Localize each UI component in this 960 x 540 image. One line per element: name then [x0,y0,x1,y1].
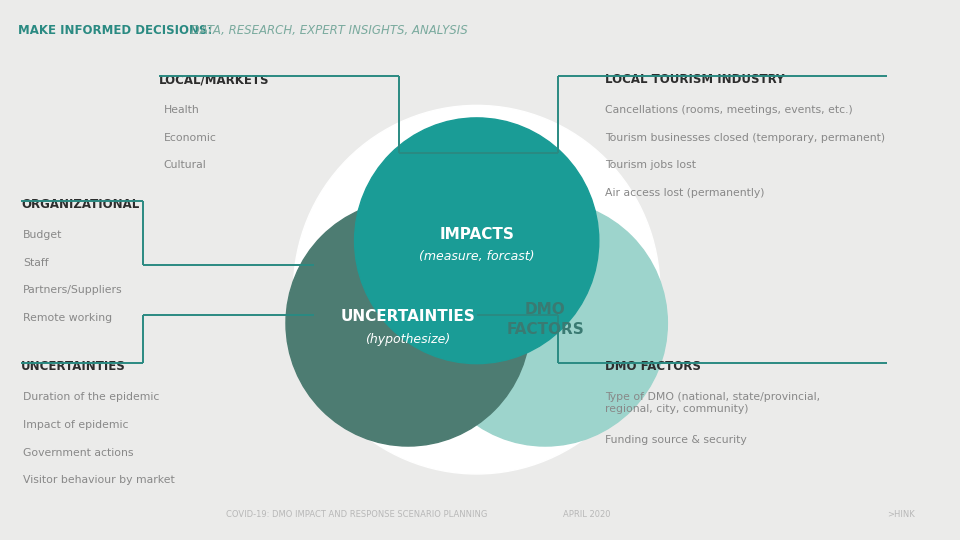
Text: FACTORS: FACTORS [506,322,584,337]
Ellipse shape [354,118,599,363]
Text: APRIL 2020: APRIL 2020 [563,510,611,519]
Text: COVID-19: DMO IMPACT AND RESPONSE SCENARIO PLANNING: COVID-19: DMO IMPACT AND RESPONSE SCENAR… [226,510,487,519]
Text: (hypothesize): (hypothesize) [366,333,451,346]
Text: ORGANIZATIONAL: ORGANIZATIONAL [21,198,139,211]
Text: Duration of the epidemic: Duration of the epidemic [23,392,159,402]
Text: MAKE INFORMED DECISIONS:: MAKE INFORMED DECISIONS: [18,24,212,37]
Text: LOCAL TOURISM INDUSTRY: LOCAL TOURISM INDUSTRY [606,73,785,86]
Text: Air access lost (permanently): Air access lost (permanently) [606,188,765,198]
Text: Remote working: Remote working [23,313,112,323]
Text: Budget: Budget [23,230,62,240]
Text: Funding source & security: Funding source & security [606,435,747,445]
Ellipse shape [423,200,667,446]
Text: UNCERTAINTIES: UNCERTAINTIES [341,309,475,325]
Text: Tourism jobs lost: Tourism jobs lost [606,160,696,171]
Text: LOCAL/MARKETS: LOCAL/MARKETS [159,73,270,86]
Text: Partners/Suppliers: Partners/Suppliers [23,286,123,295]
Ellipse shape [286,200,530,446]
Text: DATA, RESEARCH, EXPERT INSIGHTS, ANALYSIS: DATA, RESEARCH, EXPERT INSIGHTS, ANALYSI… [187,24,468,37]
Text: (measure, forcast): (measure, forcast) [419,250,535,263]
Text: Cancellations (rooms, meetings, events, etc.): Cancellations (rooms, meetings, events, … [606,105,853,115]
Text: Government actions: Government actions [23,448,133,457]
Text: UNCERTAINTIES: UNCERTAINTIES [21,360,126,373]
Text: Tourism businesses closed (temporary, permanent): Tourism businesses closed (temporary, pe… [606,133,885,143]
Text: IMPACTS: IMPACTS [440,227,515,242]
Text: Visitor behaviour by market: Visitor behaviour by market [23,475,175,485]
Text: Impact of epidemic: Impact of epidemic [23,420,129,430]
Text: Health: Health [164,105,200,115]
Text: >HINK: >HINK [888,510,916,519]
Text: Economic: Economic [164,133,217,143]
Text: Staff: Staff [23,258,49,268]
Text: DMO: DMO [525,302,565,318]
Text: DMO FACTORS: DMO FACTORS [606,360,701,373]
Ellipse shape [294,105,660,474]
Text: Type of DMO (national, state/provincial,
regional, city, community): Type of DMO (national, state/provincial,… [606,392,821,414]
Text: Cultural: Cultural [164,160,206,171]
